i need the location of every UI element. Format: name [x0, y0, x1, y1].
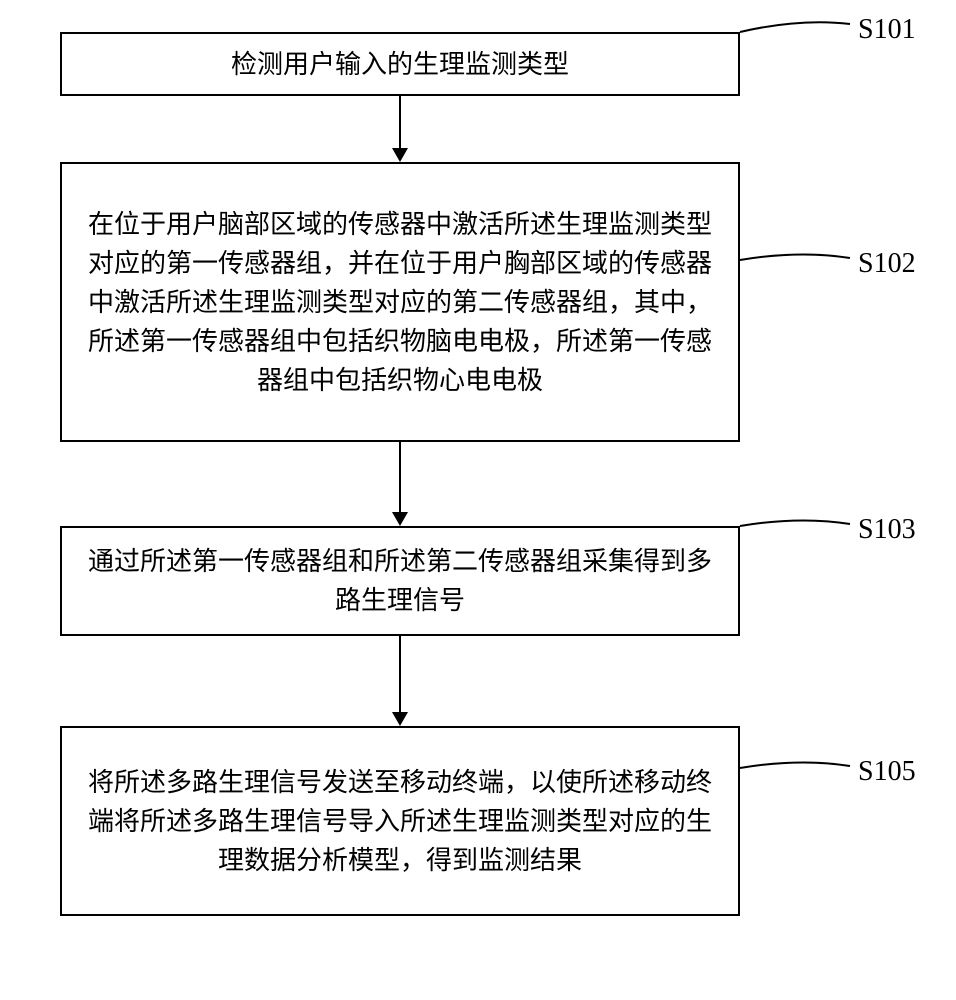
flow-node-s105-text: 将所述多路生理信号发送至移动终端，以使所述移动终端将所述多路生理信号导入所述生理…: [82, 763, 718, 880]
flow-node-s101-text: 检测用户输入的生理监测类型: [231, 45, 569, 84]
flow-node-s102-text: 在位于用户脑部区域的传感器中激活所述生理监测类型对应的第一传感器组，并在位于用户…: [82, 205, 718, 400]
flow-node-s103: 通过所述第一传感器组和所述第二传感器组采集得到多路生理信号: [60, 526, 740, 636]
flow-node-s102: 在位于用户脑部区域的传感器中激活所述生理监测类型对应的第一传感器组，并在位于用户…: [60, 162, 740, 442]
flow-node-s101: 检测用户输入的生理监测类型: [60, 32, 740, 96]
flow-label-s105: S105: [858, 756, 916, 788]
flow-node-s103-text: 通过所述第一传感器组和所述第二传感器组采集得到多路生理信号: [82, 542, 718, 620]
flow-label-s103: S103: [858, 514, 916, 546]
flow-label-s101: S101: [858, 14, 916, 46]
flow-node-s105: 将所述多路生理信号发送至移动终端，以使所述移动终端将所述多路生理信号导入所述生理…: [60, 726, 740, 916]
flow-label-s102: S102: [858, 248, 916, 280]
